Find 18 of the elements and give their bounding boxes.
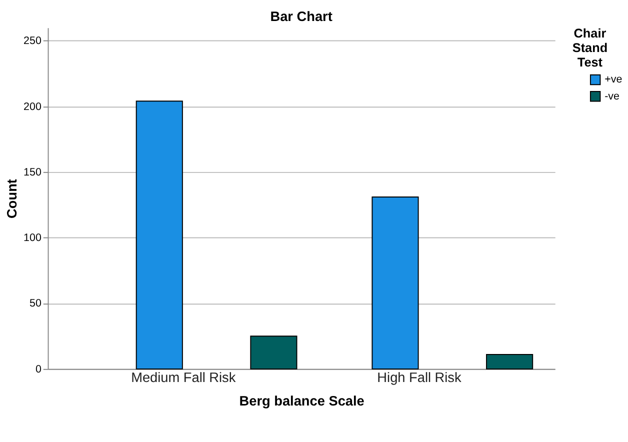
- x-tick-label: Medium Fall Risk: [131, 370, 236, 386]
- y-tick-label: 100: [24, 232, 42, 244]
- bar: [372, 196, 419, 370]
- y-tick-label: 250: [24, 35, 42, 48]
- y-axis-title: Count: [4, 178, 20, 218]
- y-tick-label: 200: [24, 100, 42, 113]
- x-axis-title: Berg balance Scale: [239, 393, 365, 408]
- bar: [486, 354, 534, 370]
- legend-label: +ve: [604, 74, 622, 86]
- y-tick-label: 0: [35, 363, 42, 376]
- legend-title: Chair Stand Test: [572, 26, 608, 70]
- y-tick-label: 150: [24, 166, 42, 178]
- chart-title: Bar Chart: [270, 8, 333, 24]
- bar: [250, 336, 298, 370]
- bar: [136, 100, 183, 370]
- y-tick-label: 50: [30, 298, 42, 310]
- legend-label: -ve: [604, 90, 620, 102]
- x-tick-label: High Fall Risk: [377, 370, 462, 386]
